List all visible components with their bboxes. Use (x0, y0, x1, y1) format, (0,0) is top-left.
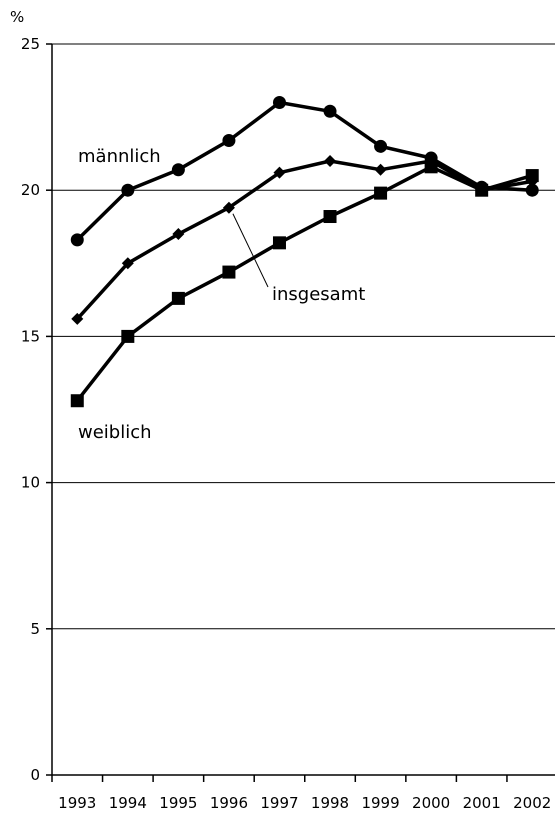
x-tick-label-1993: 1993 (58, 794, 96, 812)
y-axis-unit-label: % (10, 8, 24, 26)
point-0-2002 (525, 183, 539, 197)
x-tick-label-2002: 2002 (513, 794, 551, 812)
point-1-1993 (71, 312, 84, 325)
point-2-1994 (121, 329, 135, 343)
x-axis-ticks: 1993 1994 1995 1996 1997 1998 1999 2000 2001 2002 (51, 775, 551, 812)
x-tick-label-1996: 1996 (210, 794, 248, 812)
y-tick-label-5: 5 (30, 620, 40, 638)
point-2-2001 (475, 183, 489, 197)
point-2-1995 (171, 291, 185, 305)
y-tick-label-15: 15 (21, 327, 40, 345)
point-0-1998 (323, 104, 337, 118)
point-0-1997 (272, 95, 286, 109)
point-2-2002 (525, 169, 539, 183)
point-1-1997 (273, 166, 286, 179)
point-2-1999 (374, 186, 388, 200)
x-tick-label-1997: 1997 (260, 794, 298, 812)
x-tick-label-1995: 1995 (159, 794, 197, 812)
x-tick-label-1999: 1999 (361, 794, 399, 812)
y-tick-label-0: 0 (30, 766, 40, 784)
point-0-1994 (121, 183, 135, 197)
point-2-2000 (424, 160, 438, 174)
point-0-1999 (374, 139, 388, 153)
series-label-leader-line (232, 213, 269, 288)
x-tick-label-2000: 2000 (412, 794, 450, 812)
axes (51, 44, 555, 776)
point-2-1996 (222, 265, 236, 279)
series-line-0 (76, 100, 533, 242)
point-0-1993 (70, 233, 84, 247)
point-2-1993 (70, 394, 84, 408)
y-tick-label-20: 20 (21, 181, 40, 199)
point-2-1998 (323, 210, 337, 224)
y-tick-label-10: 10 (21, 474, 40, 492)
point-1-1999 (374, 163, 387, 176)
point-0-1995 (171, 163, 185, 177)
series-0 (70, 95, 539, 247)
series-label-weiblich: weiblich (78, 422, 152, 443)
y-axis-ticks: 0 5 10 15 20 25 (21, 35, 52, 784)
x-tick-label-1998: 1998 (311, 794, 349, 812)
point-1-1998 (324, 154, 337, 167)
series-line-1 (76, 159, 533, 321)
series-label-männlich: männlich (78, 146, 161, 167)
series-group (70, 95, 539, 408)
point-0-1996 (222, 133, 236, 147)
x-tick-label-1994: 1994 (109, 794, 147, 812)
series-label-insgesamt: insgesamt (272, 284, 365, 305)
point-1-1994 (121, 257, 134, 270)
y-tick-label-25: 25 (21, 35, 40, 53)
x-tick-label-2001: 2001 (463, 794, 501, 812)
series-2 (70, 160, 539, 408)
series-labels: männlich weiblich insgesamt (78, 146, 365, 443)
point-1-1995 (172, 228, 185, 241)
gridlines (52, 43, 555, 630)
series-line-2 (75, 165, 533, 402)
point-2-1997 (272, 236, 286, 250)
point-1-1996 (222, 201, 235, 214)
